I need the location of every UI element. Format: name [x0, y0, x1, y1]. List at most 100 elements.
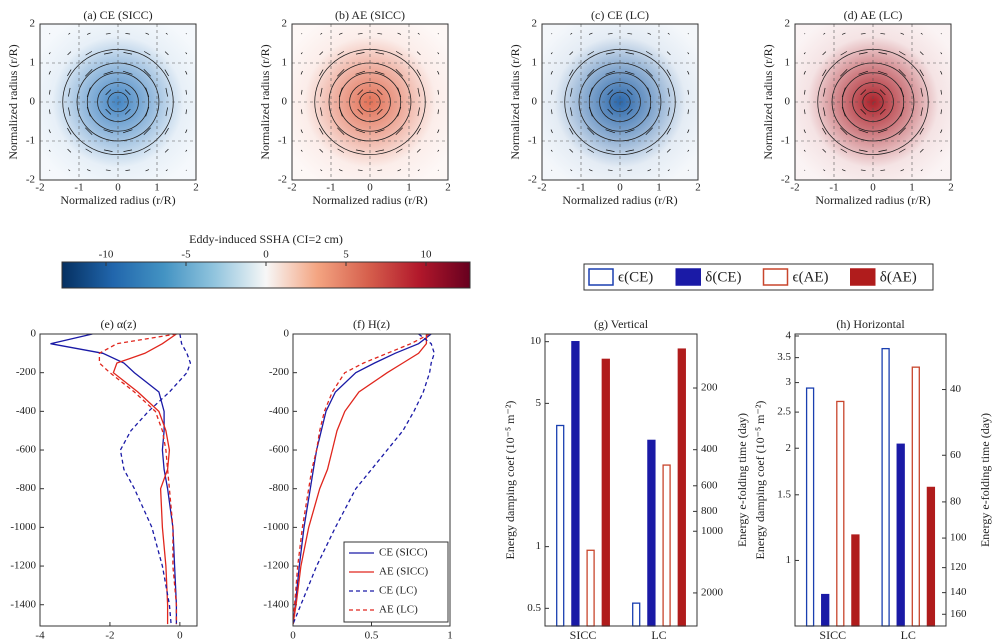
profile-line: [293, 334, 430, 625]
velocity-arrow: [86, 32, 91, 35]
legend-label: AE (SICC): [379, 566, 429, 578]
colorbar-tick-label: 0: [263, 249, 269, 261]
velocity-arrow: [122, 129, 133, 134]
velocity-arrow: [319, 51, 324, 56]
y-tick-label: -200: [16, 366, 37, 378]
panel-title: (e) α(z): [101, 317, 137, 331]
velocity-arrow: [337, 148, 345, 153]
y-tick-label: -2: [278, 174, 287, 186]
velocity-arrow: [879, 89, 886, 96]
velocity-arrow: [300, 149, 303, 152]
legend-label: AE (LC): [379, 604, 418, 616]
velocity-arrow: [165, 32, 168, 35]
velocity-arrow: [395, 127, 403, 135]
velocity-arrow: [687, 129, 690, 134]
y-tick-label: -1000: [10, 521, 36, 533]
velocity-arrow: [301, 169, 303, 171]
profile-line: [112, 334, 177, 625]
velocity-arrow: [357, 169, 363, 171]
y-axis-label: Energy damping coef (10⁻⁵ m⁻²): [753, 401, 767, 560]
bar: [881, 347, 890, 627]
velocity-arrow: [377, 33, 383, 35]
y2-tick-label: 200: [701, 382, 718, 394]
velocity-arrow: [804, 169, 806, 171]
velocity-arrow: [860, 89, 867, 96]
velocity-arrow: [143, 51, 151, 56]
x-tick-label: -2: [790, 182, 799, 194]
velocity-arrow: [338, 32, 343, 35]
velocity-arrow: [822, 69, 827, 77]
velocity-arrow: [125, 33, 131, 35]
velocity-arrow: [822, 148, 827, 153]
y-axis-label: Normalized radius (r/R): [6, 44, 20, 159]
x-tick-label: -2: [537, 182, 546, 194]
bar: [601, 358, 610, 627]
velocity-arrow: [164, 148, 169, 153]
y-tick-label: 10: [530, 335, 542, 347]
velocity-arrow: [666, 127, 671, 135]
y-tick-label: 0: [282, 96, 288, 108]
velocity-arrow: [803, 70, 806, 75]
velocity-arrow: [338, 169, 343, 172]
velocity-arrow: [550, 70, 553, 75]
velocity-arrow: [919, 51, 924, 56]
velocity-arrow: [48, 129, 51, 134]
velocity-arrow: [569, 69, 574, 77]
velocity-arrow: [320, 32, 323, 35]
velocity-arrow: [858, 149, 868, 152]
velocity-arrow: [624, 129, 635, 134]
x-tick-label: 2: [948, 182, 954, 194]
x-axis-label: Normalized radius (r/R): [562, 193, 677, 207]
velocity-arrow: [320, 169, 323, 172]
velocity-arrow: [940, 129, 943, 134]
velocity-arrow: [920, 32, 923, 35]
velocity-arrow: [920, 107, 923, 117]
velocity-arrow: [898, 127, 906, 135]
profile-line: [293, 334, 432, 625]
velocity-arrow: [437, 89, 439, 95]
velocity-arrow: [417, 169, 420, 172]
velocity-arrow: [860, 33, 866, 35]
legend-box: [343, 541, 449, 623]
velocity-arrow: [858, 129, 869, 134]
velocity-arrow: [858, 70, 869, 75]
panel-title: (a) CE (SICC): [83, 8, 152, 22]
velocity-arrow: [900, 169, 905, 172]
velocity-arrow: [67, 148, 72, 153]
velocity-arrow: [667, 107, 670, 117]
velocity-arrow: [125, 169, 131, 171]
velocity-arrow: [416, 148, 421, 153]
velocity-arrow: [940, 89, 942, 95]
velocity-arrow: [569, 148, 574, 153]
velocity-arrow: [919, 69, 924, 77]
velocity-arrow: [416, 51, 421, 56]
x-tick-label: -4: [35, 630, 45, 642]
y-tick-label: 3.5: [777, 351, 791, 363]
x-tick-label: 0: [870, 182, 876, 194]
velocity-arrow: [355, 70, 366, 75]
velocity-arrow: [627, 169, 633, 171]
colorbar-tick-label: -10: [99, 249, 114, 261]
velocity-arrow: [624, 70, 635, 75]
velocity-arrow: [357, 108, 364, 115]
velocity-arrow: [667, 169, 670, 172]
y-tick-label: 1: [30, 57, 36, 69]
velocity-arrow: [898, 148, 906, 153]
velocity-arrow: [185, 70, 188, 75]
velocity-arrow: [551, 109, 553, 115]
plot-frame: [544, 333, 698, 627]
y2-tick-label: 160: [950, 608, 967, 620]
colorbar-title: Eddy-induced SSHA (CI=2 cm): [189, 232, 343, 246]
velocity-arrow: [550, 149, 553, 152]
velocity-arrow: [823, 32, 826, 35]
velocity-arrow: [375, 149, 385, 152]
velocity-arrow: [647, 169, 652, 172]
y-tick-label: 3: [786, 376, 792, 388]
velocity-arrow: [86, 106, 91, 117]
y-tick-label: 2.5: [777, 406, 791, 418]
velocity-arrow: [667, 87, 670, 97]
velocity-arrow: [338, 106, 343, 117]
y-axis-label: Normalized radius (r/R): [258, 44, 272, 159]
velocity-arrow: [570, 169, 573, 172]
velocity-arrow: [898, 69, 906, 77]
